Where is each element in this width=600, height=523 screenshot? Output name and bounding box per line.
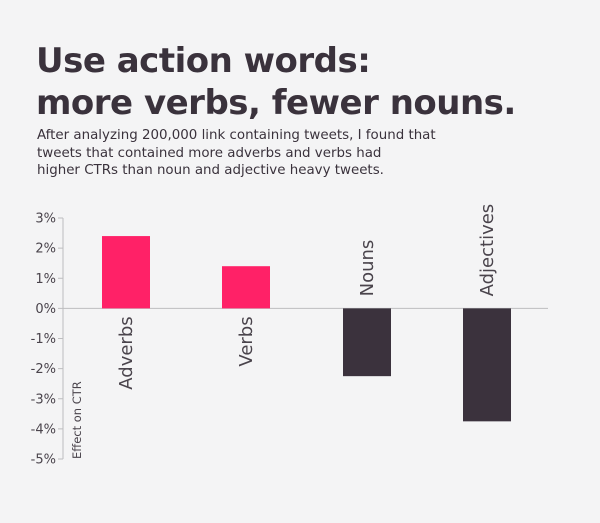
chart-subtitle: After analyzing 200,000 link containing … xyxy=(37,127,436,180)
chart-title-line-2: more verbs, fewer nouns. xyxy=(36,83,516,123)
chart-title: Use action words: more verbs, fewer noun… xyxy=(36,40,516,124)
y-tick-label: -5% xyxy=(31,453,56,468)
bar-adverbs xyxy=(102,236,150,309)
chart-title-line-1: Use action words: xyxy=(36,41,371,81)
category-label: Adverbs xyxy=(116,316,137,389)
chart-subtitle-line-3: higher CTRs than noun and adjective heav… xyxy=(37,163,384,178)
y-tick-label: -4% xyxy=(31,422,56,437)
y-tick-label: -2% xyxy=(31,362,56,377)
category-label: Nouns xyxy=(357,240,378,297)
bar-nouns xyxy=(343,308,391,377)
category-label: Verbs xyxy=(236,316,257,366)
chart-subtitle-line-1: After analyzing 200,000 link containing … xyxy=(37,128,436,143)
y-tick-label: 0% xyxy=(35,302,56,317)
y-tick-label: 2% xyxy=(35,242,56,257)
bar-adjectives xyxy=(463,308,511,422)
category-label: Adjectives xyxy=(477,204,498,297)
y-tick-label: -3% xyxy=(31,392,56,407)
y-tick-label: -1% xyxy=(31,332,56,347)
chart-subtitle-line-2: tweets that contained more adverbs and v… xyxy=(37,145,382,161)
y-axis-title: Effect on CTR xyxy=(70,381,84,459)
y-tick-label: 1% xyxy=(35,272,56,287)
bar-verbs xyxy=(222,266,270,309)
y-tick-label: 3% xyxy=(35,212,56,227)
